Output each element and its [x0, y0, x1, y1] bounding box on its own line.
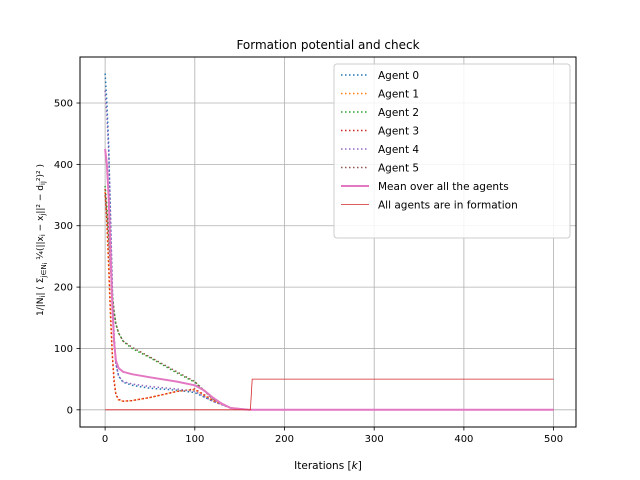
y-tick-label-5: 500	[54, 99, 73, 110]
y-label-xik: i	[39, 234, 47, 236]
y-label-quarter: ¼(||x	[36, 235, 46, 262]
y-label-bar: | ( Σ	[36, 277, 46, 295]
plot-area	[104, 73, 554, 411]
x-axis-label: Iterations [k]	[294, 460, 362, 472]
y-label-fraction-1: 1/|N	[36, 297, 46, 316]
y-label-sum-sub: j∈N	[40, 264, 48, 278]
x-tick-label-5: 500	[544, 434, 563, 445]
x-tick-label-1: 100	[185, 434, 204, 445]
legend-label-5: Agent 5	[378, 163, 419, 175]
y-tick-label-4: 400	[54, 160, 73, 171]
y-axis-label-formula: 1/|Ni| ( Σj∈Ni ¼(||xi − xj||² − dij²)² )	[36, 164, 49, 316]
y-label-sq: ||² − d	[36, 185, 46, 214]
y-label-sub-i-1: i	[39, 295, 47, 297]
series-line-4	[104, 90, 554, 411]
y-label-xjk: j	[39, 214, 47, 217]
y-tick-label-0: 0	[67, 405, 73, 416]
y-label-dij: ij	[39, 181, 47, 185]
y-axis-label: 1/|Ni| ( Σj∈Ni ¼(||xi − xj||² − dij²)² )	[36, 164, 49, 316]
y-label-end: ²)² )	[36, 164, 46, 181]
legend-label-1: Agent 1	[378, 89, 419, 101]
x-tick-label-3: 300	[365, 434, 384, 445]
legend-label-4: Agent 4	[378, 144, 419, 156]
legend-label-7: All agents are in formation	[378, 200, 518, 212]
x-tick-label-2: 200	[275, 434, 294, 445]
series-line-6	[104, 148, 554, 411]
series-line-7	[105, 378, 554, 411]
legend-label-0: Agent 0	[378, 70, 419, 82]
y-tick-label-2: 200	[54, 283, 73, 294]
legend: Agent 0 Agent 1 Agent 2 Agent 3 Agent 4 Agent…	[333, 63, 571, 239]
chart-title: Formation potential and check	[236, 38, 419, 52]
x-axis-label-k: k	[352, 460, 359, 472]
x-tick-label-4: 400	[454, 434, 473, 445]
x-tick-label-0: 0	[102, 434, 108, 445]
legend-box	[333, 63, 571, 239]
y-tick-label-1: 100	[54, 344, 73, 355]
axis-ticks: 0 100 200 300 400 500 0 100 200 300 400 500	[54, 99, 563, 445]
x-axis-label-text: Iterations [	[294, 460, 351, 472]
legend-label-2: Agent 2	[378, 107, 419, 119]
x-axis-label-end: ]	[358, 460, 362, 472]
y-tick-label-3: 300	[54, 221, 73, 232]
y-label-minus: − x	[36, 215, 46, 234]
legend-label-6: Mean over all the agents	[378, 181, 509, 193]
plot-frame	[79, 56, 577, 428]
series-line-5	[104, 195, 554, 411]
y-label-sum-sub-i: i	[42, 262, 49, 264]
legend-label-3: Agent 3	[378, 126, 419, 138]
